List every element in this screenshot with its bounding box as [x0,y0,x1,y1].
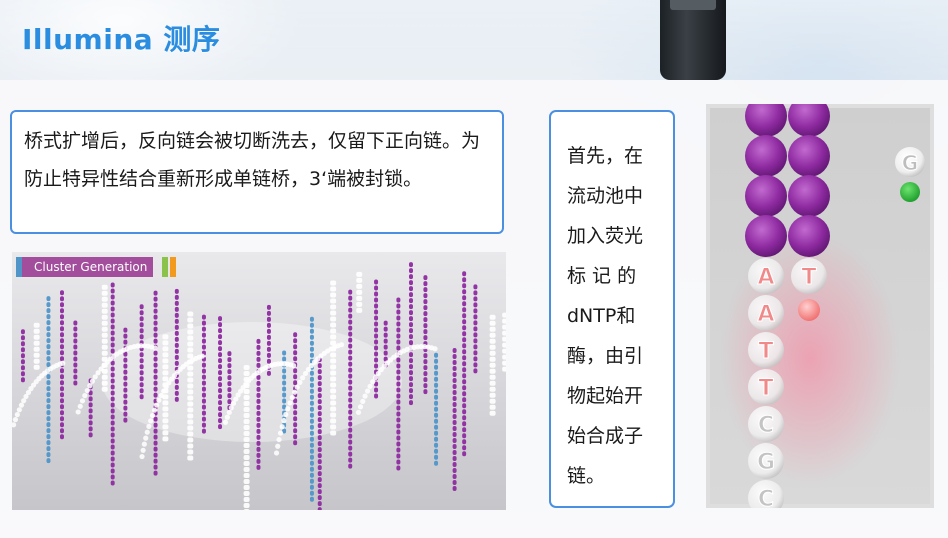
dna-strand [502,312,506,372]
text-line: 加入荧光 [567,225,644,247]
nucleotide-label: G [902,151,918,175]
purple-bead [745,104,787,137]
dna-strand [356,271,363,313]
purple-bead [788,175,830,217]
dna-strand [20,329,25,383]
dna-strand [201,314,206,434]
dna-strand [218,316,223,430]
page-title: Illumina 测序 [22,23,221,56]
dna-strand [46,296,51,464]
dna-strand [452,348,457,492]
cluster-generation-image: Cluster Generation [12,252,506,510]
text-line: 标 记 的 [567,265,637,287]
cluster-strands-illustration [12,262,506,510]
nucleotide-label: T [758,339,773,364]
nucleotide-label: A [757,265,774,290]
dna-strand [473,284,478,374]
dna-strand [73,320,78,386]
text-box-bridge-amplification: 桥式扩增后，反向链会被切断洗去，仅留下正向链。为防止特异性结合重新形成单链桥，3… [10,110,504,234]
dna-strand [489,314,496,416]
nucleotide-label: C [758,487,774,508]
dna-strand [153,290,158,476]
text-box-1-content: 桥式扩增后，反向链会被切断洗去，仅留下正向链。为防止特异性结合重新形成单链桥，3… [24,130,481,190]
nucleotide-sequencing-image: A A T T C G C T G [706,104,934,508]
purple-bead [745,215,787,257]
text-line: 酶，由引 [567,345,644,367]
dna-arc [273,342,345,456]
dna-strand [309,316,314,502]
microscope-image [660,0,726,80]
dna-arc [75,343,158,415]
dna-strand [330,280,337,436]
nucleotide-illustration: A A T T C G C T G [745,104,925,508]
dna-strand [423,275,428,395]
dna-strand [187,311,194,461]
dna-strand [110,282,115,486]
text-line: 始合成子 [567,425,644,447]
text-line: 物起始开 [567,385,644,407]
dna-arc [12,360,66,428]
text-box-sequencing-start: 首先，在 流动池中 加入荧光 标 记 的 dNTP和 酶，由引 物起始开 始合成… [549,110,675,508]
dna-strand [139,304,144,400]
purple-bead [788,215,830,257]
dna-arc [222,361,297,425]
nucleotide-label: A [757,302,774,327]
free-nucleotide-bead [895,147,925,177]
dna-strand [59,290,64,440]
dna-strand [227,351,232,411]
dna-arc [139,353,205,460]
dna-strand [317,357,322,510]
video-label: Cluster Generation [22,257,154,277]
dna-arc [355,343,438,416]
dna-strand [348,289,353,469]
purple-bead [745,135,787,177]
dna-strand [408,262,413,406]
dna-strand [462,271,467,457]
nucleotide-label: C [758,413,774,438]
header-band [0,0,948,80]
nucleotide-label: T [801,265,816,290]
nucleotide-label: T [758,376,773,401]
pink-dot [798,299,820,321]
purple-bead [788,104,830,137]
dna-strand [434,352,439,466]
video-chip-orange [170,257,176,277]
purple-bead [788,135,830,177]
dna-strand [101,284,108,392]
text-line: 链。 [567,465,606,487]
video-chip-green [162,257,168,277]
green-dot [900,182,920,202]
text-line: dNTP和 [567,305,636,327]
purple-bead [745,175,787,217]
text-line: 流动池中 [567,185,644,207]
video-chip-blue [16,257,22,277]
text-line: 首先，在 [567,145,644,167]
dna-strand [396,297,401,471]
nucleotide-label: G [757,450,775,475]
dna-strand [33,322,40,370]
nucleotide-image-bg [710,108,930,504]
dna-strand [162,334,169,442]
left-strand-nucleotides: A A T T C G C [748,258,784,508]
